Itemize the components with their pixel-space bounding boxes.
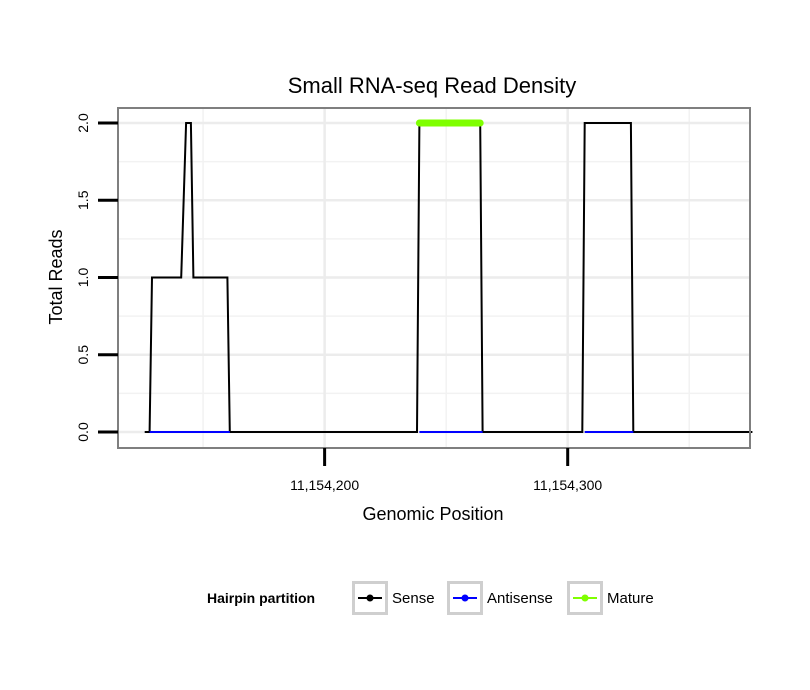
legend-label-antisense: Antisense <box>487 590 553 607</box>
x-tick-label: 11,154,300 <box>533 477 602 493</box>
legend: Hairpin partition Sense Antisense Mature <box>207 581 654 615</box>
legend-marker-antisense <box>461 594 469 602</box>
y-tick-label: 1.5 <box>75 190 91 210</box>
y-tick-label: 2.0 <box>75 113 91 133</box>
legend-label-mature: Mature <box>607 590 654 607</box>
legend-marker-mature <box>581 594 589 602</box>
legend-marker-sense <box>366 594 374 602</box>
legend-label-sense: Sense <box>392 590 435 607</box>
x-tick-label: 11,154,200 <box>290 477 359 493</box>
legend-item-mature: Mature <box>567 581 654 615</box>
series-sense-line <box>144 122 753 433</box>
y-tick-label: 0.5 <box>75 345 91 365</box>
y-tick-label: 1.0 <box>75 268 91 288</box>
legend-title: Hairpin partition <box>207 590 315 606</box>
chart-title: Small RNA-seq Read Density <box>288 73 577 98</box>
x-axis-label: Genomic Position <box>362 504 503 524</box>
plot-area: 0.0 0.5 1.0 1.5 2.0 11,154,200 11,154,300 <box>75 107 753 493</box>
legend-item-sense: Sense <box>352 581 435 615</box>
y-tick-label: 0.0 <box>75 422 91 442</box>
y-axis-label: Total Reads <box>46 229 66 324</box>
legend-item-antisense: Antisense <box>447 581 553 615</box>
